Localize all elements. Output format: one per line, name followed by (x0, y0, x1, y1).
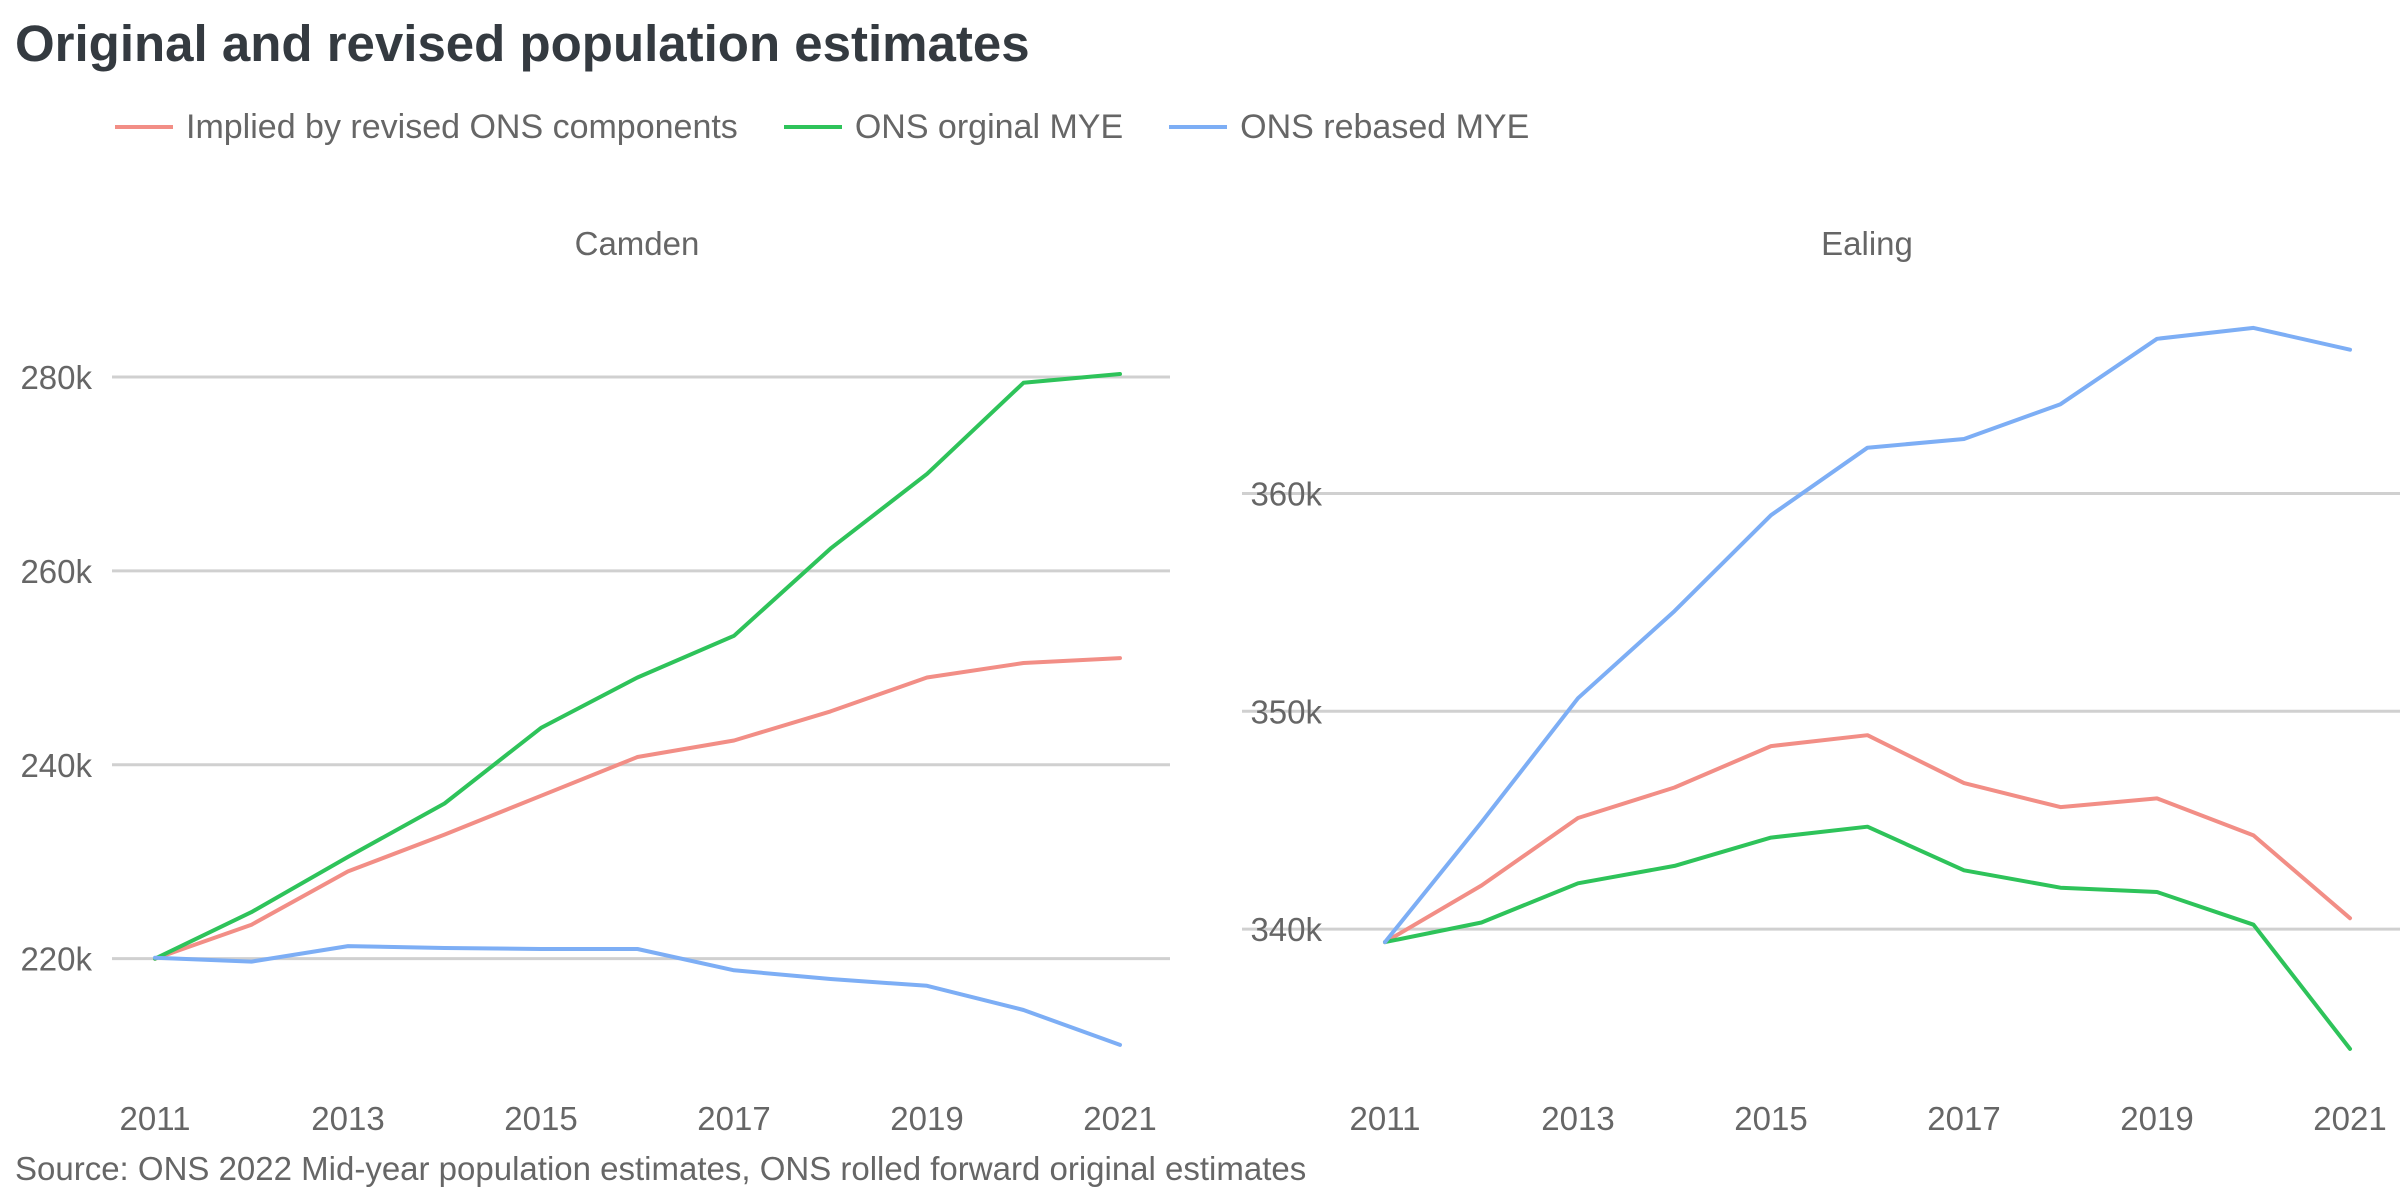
y-tick-label-camden-0: 220k (20, 941, 92, 978)
series-line-ealing-2 (1383, 325, 2352, 945)
panel-title-ealing: Ealing (1821, 225, 1913, 262)
x-tick-label-ealing-2: 2015 (1734, 1100, 1807, 1137)
y-tick-label-ealing-1: 350k (1250, 693, 1322, 730)
legend-swatch-original (783, 125, 842, 129)
y-tick-label-ealing-0: 340k (1250, 911, 1322, 948)
legend-item-original[interactable]: ONS orginal MYE (783, 107, 1124, 147)
x-tick-label-ealing-3: 2017 (1927, 1100, 2000, 1137)
legend-swatch-rebased (1169, 125, 1228, 129)
x-tick-label-camden-3: 2017 (697, 1100, 770, 1137)
series-line-ealing-1 (1383, 824, 2352, 1051)
x-tick-label-ealing-5: 2021 (2313, 1100, 2386, 1137)
x-tick-label-camden-1: 2013 (311, 1100, 384, 1137)
x-tick-label-camden-5: 2021 (1083, 1100, 1156, 1137)
x-tick-label-camden-0: 2011 (120, 1100, 191, 1137)
x-tick-label-camden-4: 2019 (890, 1100, 963, 1137)
x-tick-label-ealing-0: 2011 (1350, 1100, 1421, 1137)
legend-swatch-implied (115, 125, 173, 129)
series-line-camden-1 (153, 372, 1122, 961)
legend-label-implied: Implied by revised ONS components (186, 107, 738, 146)
y-tick-label-camden-1: 240k (20, 747, 92, 784)
series-line-ealing-0 (1383, 733, 2352, 945)
legend: Implied by revised ONS components ONS or… (115, 104, 1575, 150)
y-tick-label-camden-3: 280k (20, 359, 92, 396)
legend-item-rebased[interactable]: ONS rebased MYE (1169, 108, 1529, 147)
legend-item-implied[interactable]: Implied by revised ONS components (115, 108, 738, 147)
legend-label-rebased: ONS rebased MYE (1240, 107, 1530, 146)
x-tick-label-camden-2: 2015 (504, 1100, 577, 1137)
panel-title-camden: Camden (575, 225, 700, 262)
chart-title: Original and revised population estimate… (15, 15, 1030, 72)
series-line-camden-2 (153, 944, 1122, 1047)
series-line-camden-0 (153, 656, 1122, 961)
x-tick-label-ealing-1: 2013 (1541, 1100, 1614, 1137)
legend-label-original: ONS orginal MYE (854, 107, 1124, 146)
y-tick-label-camden-2: 260k (20, 553, 92, 590)
x-tick-label-ealing-4: 2019 (2120, 1100, 2193, 1137)
source-note: Source: ONS 2022 Mid-year population est… (15, 1150, 1307, 1187)
y-tick-label-ealing-2: 360k (1250, 475, 1322, 512)
